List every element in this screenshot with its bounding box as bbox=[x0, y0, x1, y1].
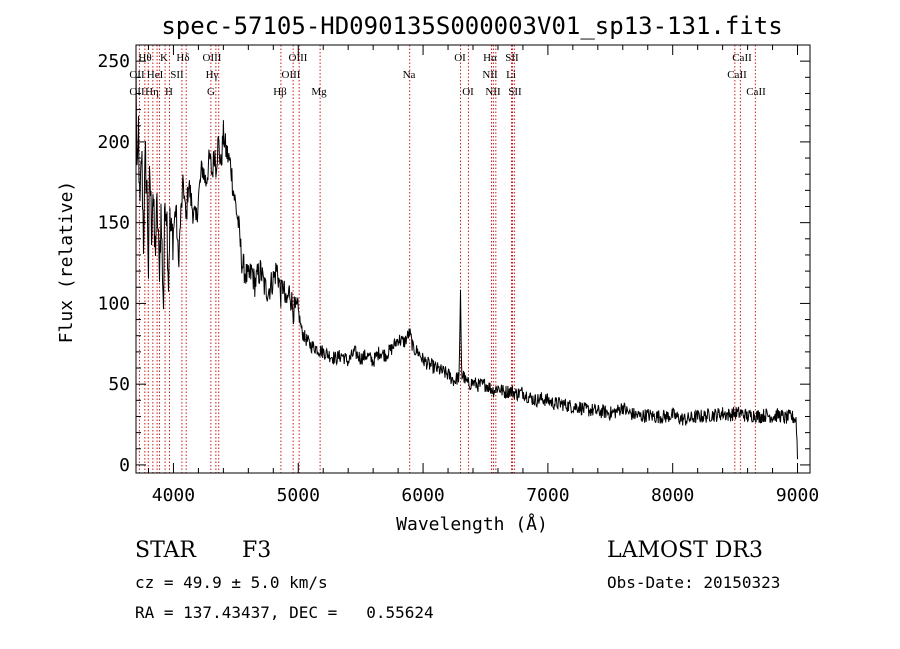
emission-line-label: SII bbox=[505, 52, 519, 64]
emission-line-label: Hα bbox=[483, 52, 497, 64]
redshift-cz: cz = 49.9 ± 5.0 km/s bbox=[135, 573, 328, 592]
emission-line-label: Hδ bbox=[176, 52, 189, 64]
emission-line-label: Hγ bbox=[206, 69, 219, 81]
emission-line-label: G bbox=[207, 86, 215, 98]
y-tick-label: 200 bbox=[97, 132, 130, 153]
x-axis-label: Wavelength (Å) bbox=[396, 513, 548, 535]
survey-name: LAMOST DR3 bbox=[607, 538, 763, 563]
emission-line-label: HeI bbox=[147, 69, 164, 81]
x-tick-label: 8000 bbox=[651, 485, 694, 506]
object-class: STAR bbox=[135, 538, 196, 563]
emission-line-label: Na bbox=[403, 69, 416, 81]
y-tick-label: 150 bbox=[97, 213, 130, 234]
object-subclass: F3 bbox=[242, 538, 272, 563]
emission-line-label: SII bbox=[170, 69, 184, 81]
emission-line-label: CaII bbox=[746, 86, 766, 98]
axis-ticks: 4000 5000 6000 7000 8000 9000 0 50 100 150 200 250 bbox=[97, 44, 819, 506]
y-axis-label: Flux (relative) bbox=[56, 181, 77, 344]
emission-line-label: NII bbox=[482, 69, 498, 81]
emission-line-label: OI bbox=[462, 86, 474, 98]
emission-line-labels: Hθ K Hδ OIII OIII OI Hα SII CaII OII HeI SII Hγ OIII N… bbox=[129, 52, 766, 98]
emission-line-label: K bbox=[160, 52, 168, 64]
y-tick-label: 100 bbox=[97, 293, 130, 314]
emission-line-label: H bbox=[165, 86, 173, 98]
x-tick-label: 7000 bbox=[526, 485, 569, 506]
x-tick-label: 4000 bbox=[152, 485, 195, 506]
emission-line-label: Hη bbox=[145, 86, 159, 98]
emission-line-label: NII bbox=[485, 86, 501, 98]
emission-line-label: Hβ bbox=[273, 86, 287, 98]
emission-line-label: OI bbox=[454, 52, 466, 64]
emission-line-label: OIII bbox=[289, 52, 308, 64]
spectrum-series-line bbox=[135, 60, 798, 460]
emission-line-label: Hθ bbox=[138, 52, 151, 64]
emission-line-label: Mg bbox=[311, 86, 327, 98]
chart-title: spec-57105-HD090135S000003V01_sp13-131.f… bbox=[161, 12, 782, 40]
emission-line-label: CaII bbox=[727, 69, 747, 81]
y-tick-label: 0 bbox=[119, 455, 130, 476]
emission-line-markers bbox=[138, 45, 756, 473]
emission-line-label: OII bbox=[129, 86, 145, 98]
x-tick-label: 9000 bbox=[776, 485, 819, 506]
coordinates: RA = 137.43437, DEC = 0.55624 bbox=[135, 603, 434, 622]
y-tick-label: 50 bbox=[108, 374, 130, 395]
emission-line-label: OIII bbox=[203, 52, 222, 64]
x-tick-label: 5000 bbox=[277, 485, 320, 506]
x-tick-label: 6000 bbox=[401, 485, 444, 506]
emission-line-label: CaII bbox=[732, 52, 752, 64]
emission-line-label: OII bbox=[129, 69, 145, 81]
emission-line-label: OIII bbox=[282, 69, 301, 81]
emission-line-label: Li bbox=[506, 69, 516, 81]
spectrum-plot: spec-57105-HD090135S000003V01_sp13-131.f… bbox=[56, 12, 819, 535]
emission-line-label: SII bbox=[508, 86, 522, 98]
y-tick-label: 250 bbox=[97, 51, 130, 72]
observation-date: Obs-Date: 20150323 bbox=[607, 573, 781, 592]
plot-frame bbox=[135, 44, 811, 474]
